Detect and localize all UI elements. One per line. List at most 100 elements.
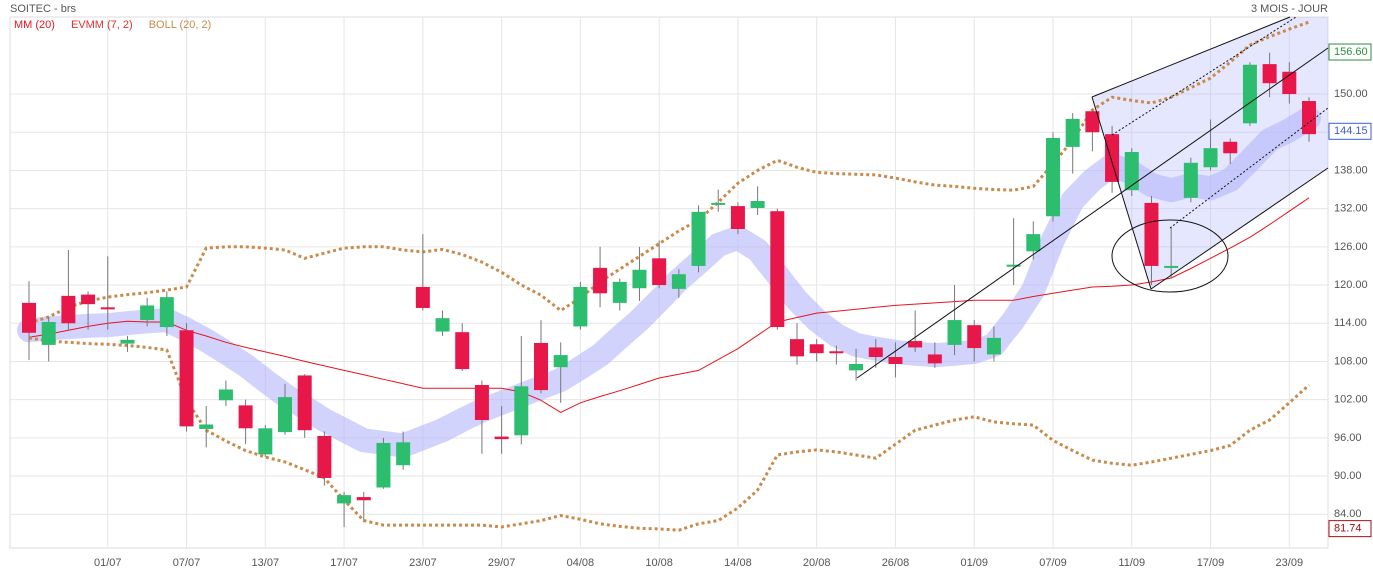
candle-body — [1164, 265, 1179, 268]
labels: 84.00 90.00 96.00 102.00 108.00 114.00 120.00 1… — [14, 19, 1372, 569]
x-tick-label: 14/08 — [724, 557, 752, 569]
candle-body — [868, 347, 883, 357]
x-tick-label: 17/07 — [330, 557, 358, 569]
candle-body — [908, 341, 923, 348]
x-tick-label: 01/09 — [960, 557, 988, 569]
candle-body — [337, 495, 352, 504]
candle-body — [120, 339, 135, 344]
x-tick-label: 20/08 — [803, 557, 831, 569]
price-label: 156.60 — [1334, 46, 1368, 58]
candle-body — [415, 286, 430, 308]
legend-entry: EVMM (7, 2) — [71, 19, 133, 31]
price-label: 144.15 — [1334, 125, 1368, 137]
candle-body — [474, 385, 489, 421]
candle-body — [199, 424, 214, 429]
candle-body — [179, 330, 194, 427]
y-tick-label: 138.00 — [1334, 164, 1368, 176]
candle-body — [750, 201, 765, 209]
candle-body — [41, 321, 56, 345]
x-tick-label: 01/07 — [94, 557, 122, 569]
candle-body — [691, 211, 706, 266]
candle-body — [1262, 64, 1277, 84]
candle-body — [514, 386, 529, 436]
candle-body — [81, 294, 96, 305]
candle-body — [396, 442, 411, 466]
candle-body — [553, 355, 568, 368]
evmm-band — [17, 106, 1321, 458]
candle-body — [376, 442, 391, 488]
y-tick-label: 84.00 — [1334, 508, 1362, 520]
drawings — [856, 16, 1329, 379]
x-tick-label: 10/08 — [645, 557, 673, 569]
candle-body — [849, 363, 864, 371]
price-label: 81.74 — [1334, 523, 1362, 535]
candle-body — [927, 354, 942, 364]
candle-body — [671, 274, 686, 289]
boll-upper — [28, 20, 1310, 325]
candle-body — [61, 295, 76, 324]
candle-body — [573, 286, 588, 327]
price-box — [1328, 520, 1372, 538]
x-tick-label: 26/08 — [882, 557, 910, 569]
trend-line — [856, 47, 1329, 379]
y-tick-label: 114.00 — [1334, 317, 1367, 329]
x-tick-label: 07/07 — [173, 557, 201, 569]
period-label: 3 MOIS - JOUR — [1251, 3, 1328, 15]
x-tick-label: 07/09 — [1039, 557, 1067, 569]
candle-body — [1183, 162, 1198, 198]
channel-bottom — [1150, 167, 1329, 290]
channel-top — [1091, 16, 1291, 98]
chart-title: SOITEC - brs — [10, 3, 77, 15]
candle-body — [632, 269, 647, 289]
candle-body — [790, 339, 804, 357]
candle-body — [140, 305, 155, 321]
y-tick-label: 132.00 — [1334, 203, 1368, 215]
candle-body — [1065, 118, 1080, 147]
candle-body — [947, 320, 962, 345]
candle-body — [494, 436, 509, 440]
candle-body — [1203, 148, 1218, 168]
candle-body — [986, 337, 1001, 355]
channel-mid-line — [1111, 16, 1297, 136]
candle-body — [1302, 101, 1316, 135]
candle-body — [100, 307, 115, 310]
candle-body — [1144, 202, 1159, 266]
candles — [22, 52, 1316, 527]
candle-body — [1124, 151, 1139, 191]
candle-body — [1085, 111, 1100, 133]
candle-body — [612, 281, 627, 303]
x-tick-label: 17/09 — [1197, 557, 1225, 569]
legend-entry: MM (20) — [14, 19, 55, 31]
price-box — [1328, 122, 1372, 140]
candle-body — [278, 397, 292, 433]
y-tick-label: 96.00 — [1334, 432, 1362, 444]
candle-body — [1026, 234, 1041, 252]
legend-entry: BOLL (20, 2) — [149, 19, 212, 31]
candle-body — [593, 267, 608, 294]
candle-body — [1006, 264, 1021, 267]
candle-body — [967, 325, 982, 349]
candle-body — [534, 342, 548, 391]
candle-body — [652, 258, 667, 286]
y-tick-label: 90.00 — [1334, 470, 1362, 482]
candle-body — [1105, 134, 1120, 182]
indicators — [17, 20, 1321, 532]
x-tick-label: 11/09 — [1118, 557, 1145, 569]
candle-body — [218, 389, 233, 401]
y-tick-label: 102.00 — [1334, 394, 1368, 406]
candle-body — [809, 344, 824, 354]
candle-body — [356, 497, 371, 501]
y-tick-label: 150.00 — [1334, 88, 1368, 100]
x-tick-label: 29/07 — [488, 557, 516, 569]
candle-body — [770, 211, 785, 328]
highlight-ellipse — [1111, 219, 1229, 293]
candle-body — [1223, 141, 1238, 154]
candle-body — [711, 202, 726, 205]
candle-body — [829, 351, 844, 354]
x-tick-label: 13/07 — [252, 557, 280, 569]
x-tick-label: 04/08 — [567, 557, 595, 569]
y-tick-label: 126.00 — [1334, 241, 1368, 253]
candle-body — [159, 297, 174, 328]
candle-body — [297, 375, 312, 431]
candle-body — [258, 428, 273, 455]
